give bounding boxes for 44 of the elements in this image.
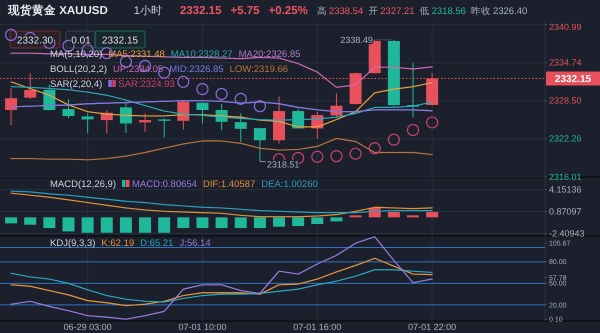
text: K:62.19 bbox=[101, 238, 134, 249]
chart-title: 现货黄金 XAUUSD bbox=[7, 3, 108, 17]
text: +0.25% bbox=[268, 5, 308, 17]
text: 昨收 bbox=[470, 5, 491, 17]
y-tick-label: 2316.01 bbox=[549, 172, 582, 182]
x-tick-label: 07-01 16:00 bbox=[293, 322, 342, 332]
text: 2332.15 bbox=[180, 5, 222, 17]
y-tick-label: 2334.74 bbox=[549, 58, 582, 68]
annotation: 0.01 bbox=[71, 36, 92, 46]
y-tick-label: 2322.26 bbox=[549, 134, 582, 144]
x-tick-label: 06-29 03:00 bbox=[64, 322, 112, 332]
y-tick-label: 2328.50 bbox=[549, 96, 582, 106]
y-tick-label: 4.15136 bbox=[549, 184, 582, 194]
text: DEA:1.00260 bbox=[261, 179, 318, 190]
text: LOW:2319.66 bbox=[230, 64, 288, 75]
annotation: 2318.51 bbox=[266, 160, 300, 170]
annotation: SAR(2,20,4) bbox=[50, 79, 102, 90]
text: 2327.21 bbox=[380, 6, 415, 17]
text: +5.75 bbox=[230, 5, 260, 17]
y-tick-label: -2.40943 bbox=[549, 228, 585, 238]
legend-label: MACD:0.80654 bbox=[132, 179, 197, 190]
text: MID:2326.85 bbox=[169, 64, 224, 75]
ref-line-label: 2332.15 bbox=[554, 74, 592, 85]
chart-subtitle: 1小时 bbox=[134, 4, 162, 17]
y-tick-label: 0.87097 bbox=[549, 206, 582, 216]
text: 开 bbox=[368, 6, 378, 17]
text: 2326.40 bbox=[492, 6, 528, 17]
text: 2318.56 bbox=[432, 6, 466, 17]
legend-label: SAR:2324.93 bbox=[118, 79, 175, 90]
annotation: MACD(12,26,9) bbox=[50, 179, 116, 190]
text: J:56.14 bbox=[179, 238, 211, 249]
text: 高 bbox=[316, 5, 327, 17]
text: 2338.54 bbox=[328, 6, 364, 17]
annotation: KDJ(9,3,3) bbox=[50, 238, 96, 249]
text: 低 bbox=[420, 6, 430, 17]
y-tick-label: 2340.99 bbox=[549, 22, 582, 32]
annotation: 2332.15 bbox=[102, 36, 139, 46]
annotation: BOLL(20,2,2) bbox=[50, 64, 108, 75]
text: DIF:1.40587 bbox=[202, 179, 256, 190]
annotation: 2338.49 bbox=[340, 34, 373, 45]
x-tick-label: 07-01 22:00 bbox=[408, 322, 456, 332]
x-tick-label: 07-01 10:00 bbox=[178, 322, 226, 332]
text: MA20:2326.85 bbox=[238, 49, 300, 60]
text: D:65.21 bbox=[140, 238, 174, 249]
